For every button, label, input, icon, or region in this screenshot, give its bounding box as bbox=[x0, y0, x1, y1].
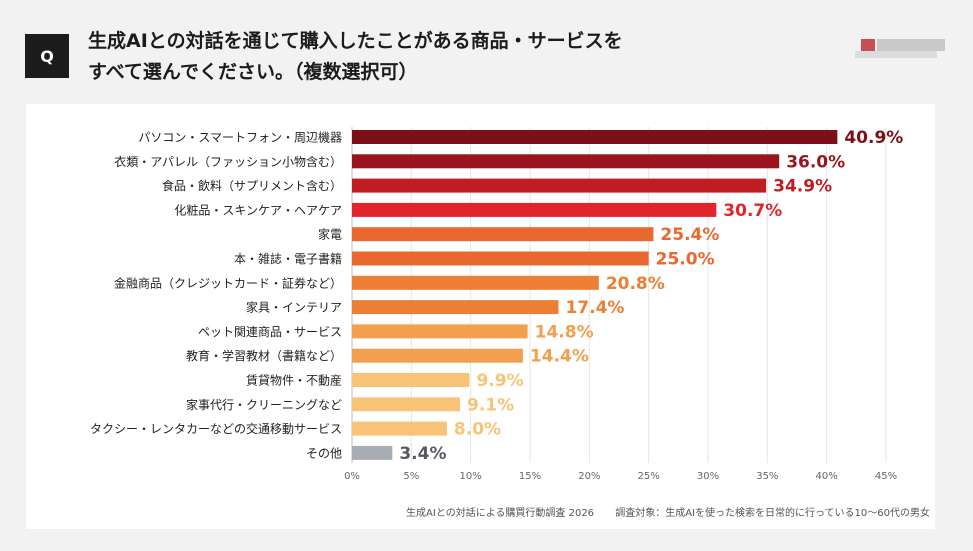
bar bbox=[352, 373, 470, 387]
x-tick-label: 30% bbox=[697, 471, 719, 482]
category-label: 衣類・アパレル（ファッション小物含む） bbox=[114, 154, 342, 169]
chart-value-labels: 40.9% 36.0% 34.9% 30.7%25.4% 25.0% 20.8% 17.4%… bbox=[399, 128, 903, 464]
category-label: その他 bbox=[306, 446, 342, 460]
category-label: 家具・インテリア bbox=[246, 300, 342, 315]
category-label: 化粧品・スキンケア・ヘアケア bbox=[174, 203, 342, 217]
category-label: パソコン・スマートフォン・周辺機器 bbox=[138, 130, 342, 145]
value-label: 40.9% bbox=[844, 128, 903, 148]
bar bbox=[352, 348, 523, 363]
bar bbox=[352, 421, 447, 436]
bar bbox=[352, 275, 599, 290]
category-label: タクシー・レンタカーなどの交通移動サービス bbox=[90, 421, 342, 436]
value-label: 9.9% bbox=[476, 371, 523, 391]
bar bbox=[352, 300, 559, 315]
category-label: ペット関連商品・サービス bbox=[198, 324, 342, 339]
question-badge: Q bbox=[25, 34, 69, 78]
x-tick-label: 35% bbox=[756, 471, 778, 482]
header: Q 生成AIとの対話を通じて購入したことがある商品・サービスを すべて選んでくだ… bbox=[0, 0, 973, 104]
category-label: 賃貸物件・不動産 bbox=[246, 373, 342, 388]
question-line-2: すべて選んでください。（複数選択可） bbox=[88, 61, 418, 83]
value-label: 36.0% bbox=[786, 152, 845, 172]
category-label: 本・雑誌・電子書籍 bbox=[234, 251, 342, 266]
question-line-1: 生成AIとの対話を通じて購入したことがある商品・サービスを bbox=[88, 30, 623, 52]
value-label: 14.4% bbox=[530, 347, 589, 367]
value-label: 8.0% bbox=[454, 420, 501, 440]
value-label: 25.4% bbox=[660, 225, 719, 245]
chart-panel bbox=[26, 104, 935, 529]
bar bbox=[352, 202, 717, 217]
chart-footer: 生成AIとの対話による購買行動調査 2026 調査対象：生成AIを使った検索を日… bbox=[330, 504, 930, 519]
value-label: 20.8% bbox=[606, 274, 665, 294]
category-label: 家電 bbox=[318, 227, 342, 242]
category-label: 金融商品（クレジットカード・証券など） bbox=[114, 275, 342, 290]
bar bbox=[352, 251, 649, 266]
x-tick-label: 45% bbox=[875, 471, 897, 482]
category-label: 家事代行・クリーニングなど bbox=[186, 397, 342, 412]
value-label: 9.1% bbox=[467, 395, 514, 415]
bar bbox=[352, 178, 767, 193]
value-label: 17.4% bbox=[565, 298, 624, 318]
footer-target: 調査対象：生成AIを使った検索を日常的に行っている10〜60代の男女 bbox=[615, 508, 930, 519]
logo-wordmark bbox=[877, 39, 945, 51]
x-tick-label: 40% bbox=[816, 471, 838, 482]
footer-source: 生成AIとの対話による購買行動調査 2026 bbox=[406, 508, 595, 519]
x-tick-label: 25% bbox=[638, 471, 660, 482]
x-tick-label: 0% bbox=[344, 471, 360, 482]
question-text: 生成AIとの対話を通じて購入したことがある商品・サービスを すべて選んでください… bbox=[88, 26, 728, 88]
bar bbox=[352, 154, 780, 169]
bar bbox=[352, 227, 654, 242]
chart-bars bbox=[352, 130, 838, 460]
value-label: 25.0% bbox=[656, 250, 715, 270]
x-tick-label: 20% bbox=[578, 471, 600, 482]
category-label: 食品・飲料（サプリメント含む） bbox=[162, 178, 342, 193]
logo-tagline bbox=[855, 51, 937, 58]
x-tick-label: 5% bbox=[403, 471, 419, 482]
value-label: 14.8% bbox=[535, 322, 594, 342]
x-tick-label: 15% bbox=[519, 471, 541, 482]
bar bbox=[352, 130, 838, 144]
bar bbox=[352, 324, 528, 339]
bar bbox=[352, 397, 460, 412]
bar bbox=[352, 445, 393, 460]
x-tick-label: 10% bbox=[460, 471, 482, 482]
value-label: 34.9% bbox=[773, 177, 832, 197]
chart-x-tick-labels: 0% 5% 10% 15% 20% 25% 30% 35% 40% 45% bbox=[344, 471, 897, 482]
value-label: 30.7% bbox=[723, 201, 782, 221]
category-label: 教育・学習教材（書籍など） bbox=[186, 348, 342, 363]
brand-logo bbox=[855, 37, 950, 59]
value-label: 3.4% bbox=[399, 444, 446, 464]
logo-mark bbox=[861, 39, 875, 51]
